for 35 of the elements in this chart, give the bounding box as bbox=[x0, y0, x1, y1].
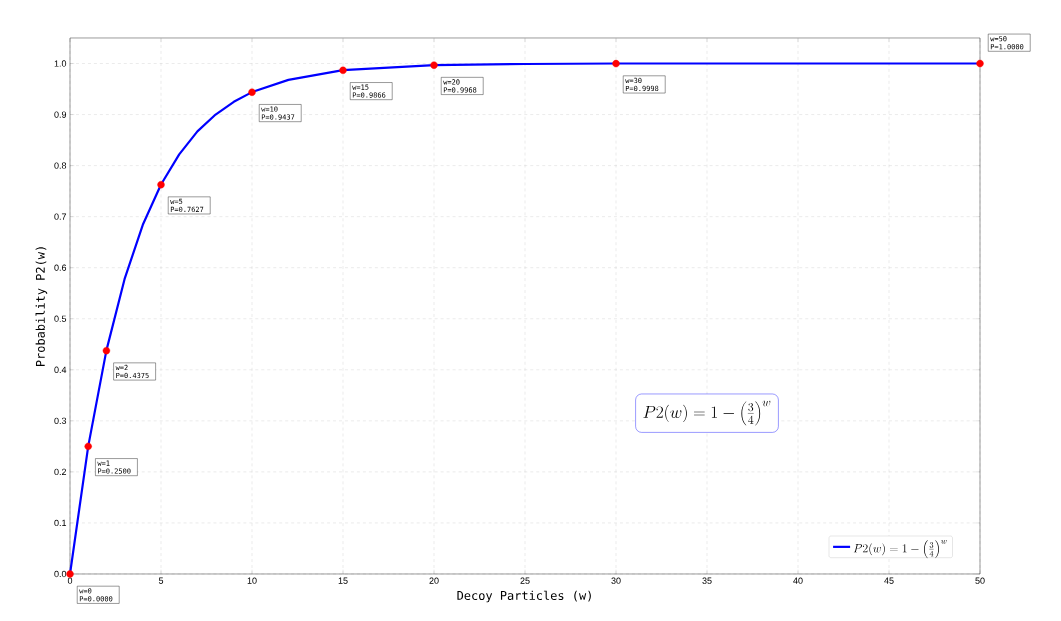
point bbox=[248, 88, 256, 96]
y-tick-label: 0.9 bbox=[54, 111, 67, 118]
x-tick-label: 0 bbox=[67, 577, 73, 584]
y-tick-label: 0.2 bbox=[54, 468, 67, 476]
x-tick-label: 10 bbox=[247, 577, 257, 584]
y-tick-label: 0.4 bbox=[54, 366, 67, 373]
x-tick-label: 25 bbox=[520, 577, 530, 584]
y-tick-label: 0.8 bbox=[54, 162, 67, 169]
x-tick-label: 40 bbox=[793, 577, 803, 584]
point bbox=[430, 61, 438, 69]
y-tick-label: 0.7 bbox=[54, 213, 67, 220]
y-tick-label: 1.0 bbox=[54, 60, 67, 67]
y-axis-title: Probability P2(w) bbox=[35, 247, 48, 367]
x-tick-label: 35 bbox=[702, 577, 712, 584]
y-tick-label: 0.6 bbox=[54, 264, 67, 271]
point bbox=[612, 59, 620, 68]
x-tick-label: 50 bbox=[975, 577, 985, 584]
x-tick-label: 15 bbox=[338, 577, 348, 584]
legend-label: $P2(w) = 1 - \left(\frac{3}{4}\right)^{w}$ bbox=[853, 539, 947, 559]
point bbox=[157, 180, 165, 189]
point bbox=[339, 66, 347, 75]
y-tick-label: 0.0 bbox=[54, 570, 67, 578]
point bbox=[976, 59, 984, 68]
y-tick-label: 0.5 bbox=[54, 315, 67, 322]
x-axis-title: Decoy Particles (w) bbox=[457, 590, 591, 603]
y-tick-label: 0.3 bbox=[54, 417, 67, 425]
y-tick-label: 0.1 bbox=[54, 519, 67, 527]
x-tick-label: 5 bbox=[158, 577, 164, 584]
x-tick-label: 45 bbox=[884, 577, 894, 584]
point bbox=[102, 346, 111, 355]
point bbox=[84, 442, 92, 451]
x-tick-label: 30 bbox=[611, 577, 621, 584]
x-tick-label: 20 bbox=[429, 577, 439, 584]
annotation: $P2(w) = 1 - \left(\frac{3}{4}\right)^{w}$ bbox=[643, 400, 771, 426]
point bbox=[66, 570, 74, 578]
